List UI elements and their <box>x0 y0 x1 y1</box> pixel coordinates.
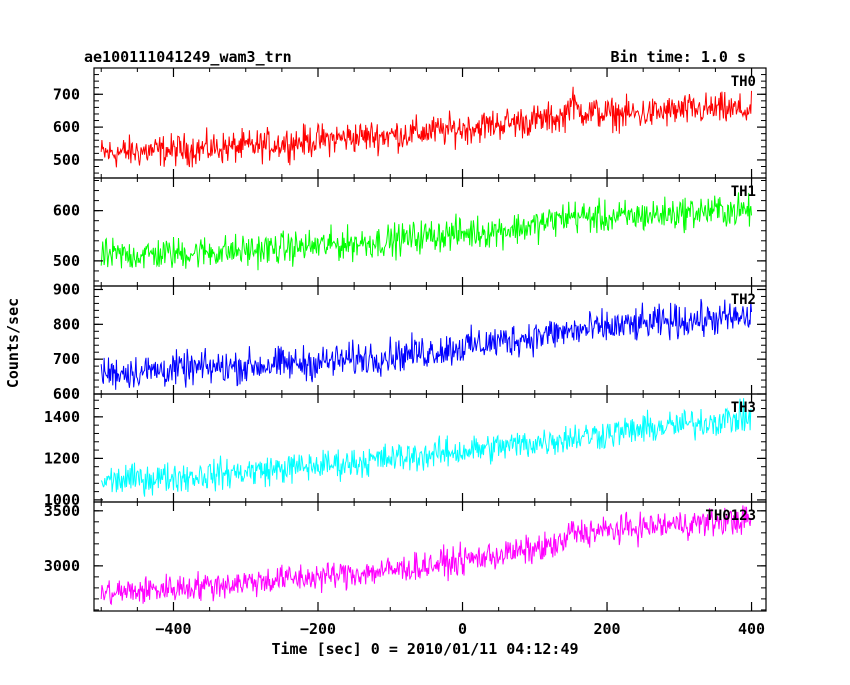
panel-label-th2: TH2 <box>731 292 756 308</box>
series-line-th0123 <box>100 505 752 606</box>
x-tick-label: 200 <box>593 620 620 638</box>
series-line-th3 <box>100 398 752 497</box>
panel-th0123: 3000 3500 TH0123 <box>44 501 767 612</box>
panel-label-th0: TH0 <box>731 74 756 90</box>
bin-time-label: Bin time: 1.0 s <box>611 48 746 66</box>
x-axis: −400 −200 0 200 400 <box>155 620 765 638</box>
panel-th1: 500 600 TH1 <box>53 177 767 287</box>
chart-title: ae100111041249_wam3_trn <box>84 48 292 66</box>
y-axis-title: Counts/sec <box>4 298 22 388</box>
y-tick-label: 900 <box>53 280 80 298</box>
y-tick-label: 500 <box>53 151 80 169</box>
series-line-th2 <box>100 298 752 390</box>
y-tick-label: 3500 <box>44 502 80 520</box>
panel-th3: 1000 1200 1400 TH3 <box>44 393 767 509</box>
y-tick-label: 800 <box>53 315 80 333</box>
y-tick-label: 1400 <box>44 408 80 426</box>
x-axis-title: Time [sec] 0 = 2010/01/11 04:12:49 <box>271 640 578 658</box>
series-line-th1 <box>100 192 752 271</box>
y-tick-label: 700 <box>53 85 80 103</box>
panel-frame <box>93 285 767 395</box>
series-line-th0 <box>100 86 752 168</box>
x-tick-label: 0 <box>458 620 467 638</box>
y-tick-label: 500 <box>53 252 80 270</box>
y-tick-label: 1000 <box>44 491 80 509</box>
y-tick-label: 700 <box>53 350 80 368</box>
x-tick-label: −400 <box>155 620 191 638</box>
panel-label-th1: TH1 <box>731 184 756 200</box>
y-tick-label: 1200 <box>44 449 80 467</box>
y-tick-label: 600 <box>53 202 80 220</box>
x-tick-label: 400 <box>738 620 765 638</box>
x-tick-label: −200 <box>300 620 336 638</box>
panel-frame <box>93 501 767 612</box>
panel-frame <box>93 67 767 179</box>
panel-th2: 600 700 800 900 TH2 <box>53 280 767 403</box>
panel-th0: 500 600 700 TH0 <box>53 67 767 179</box>
y-tick-label: 600 <box>53 118 80 136</box>
panel-label-th3: TH3 <box>731 400 756 416</box>
panel-label-th0123: TH0123 <box>705 508 756 524</box>
panels-group: 500 600 700 TH0 500 600 TH1 600 700 800 900 TH2 1000… <box>44 67 767 612</box>
y-tick-label: 600 <box>53 385 80 403</box>
y-tick-label: 3000 <box>44 557 80 575</box>
